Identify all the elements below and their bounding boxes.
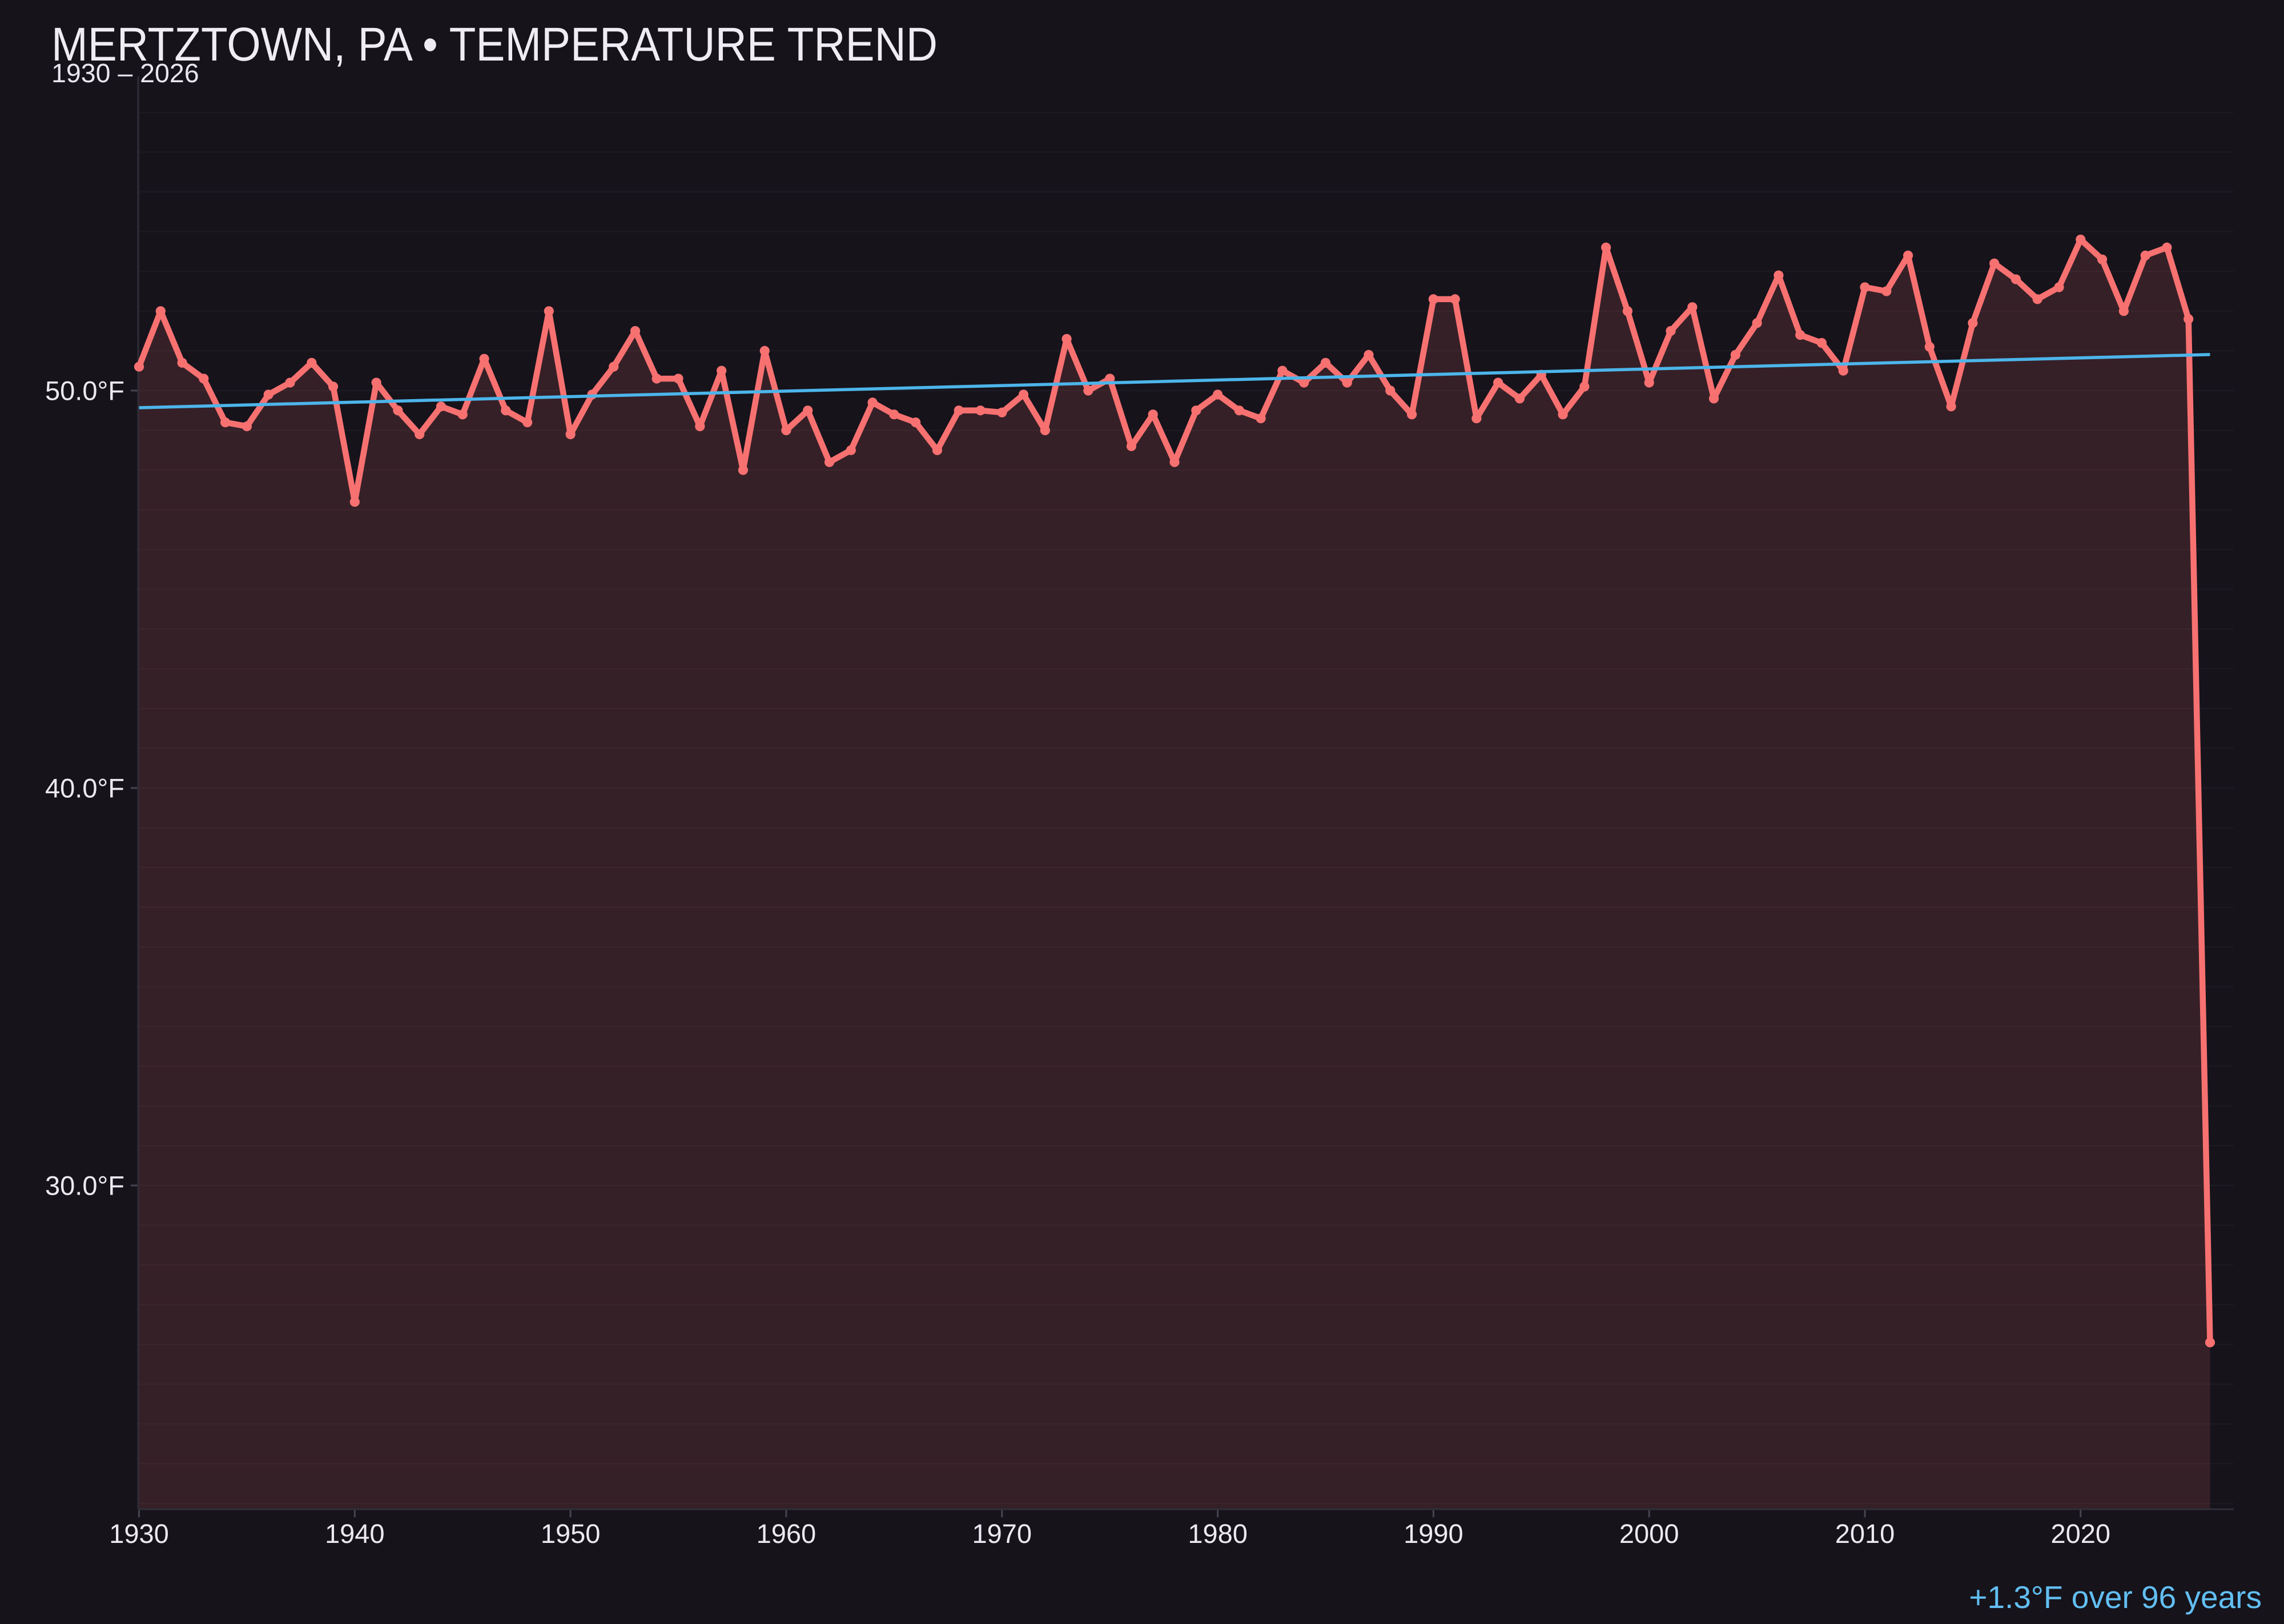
svg-text:1930: 1930 (109, 1518, 169, 1549)
svg-text:1940: 1940 (325, 1518, 385, 1549)
svg-text:2020: 2020 (2051, 1518, 2111, 1549)
svg-text:2010: 2010 (1835, 1518, 1895, 1549)
svg-text:+1.3°F over 96 years: +1.3°F over 96 years (1969, 1579, 2262, 1615)
svg-text:1950: 1950 (541, 1518, 601, 1549)
svg-text:50.0°F: 50.0°F (45, 376, 124, 406)
svg-text:1930 – 2026: 1930 – 2026 (51, 58, 199, 88)
svg-text:2000: 2000 (1619, 1518, 1679, 1549)
svg-text:40.0°F: 40.0°F (45, 773, 124, 803)
svg-text:30.0°F: 30.0°F (45, 1171, 124, 1201)
svg-text:1980: 1980 (1188, 1518, 1248, 1549)
svg-text:1970: 1970 (972, 1518, 1032, 1549)
svg-text:1960: 1960 (757, 1518, 817, 1549)
svg-text:MERTZTOWN, PA • TEMPERATURE TR: MERTZTOWN, PA • TEMPERATURE TREND (51, 18, 938, 71)
svg-text:1990: 1990 (1404, 1518, 1463, 1549)
